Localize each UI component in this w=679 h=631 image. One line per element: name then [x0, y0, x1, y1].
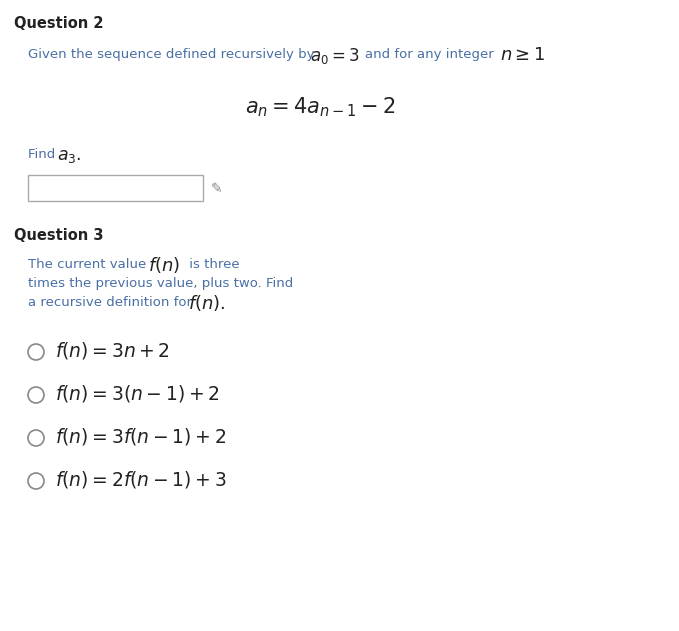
- Text: $a_n = 4a_{n-1} - 2$: $a_n = 4a_{n-1} - 2$: [245, 95, 395, 119]
- Text: $f(n) = 3f(n-1) + 2$: $f(n) = 3f(n-1) + 2$: [55, 426, 226, 447]
- Text: $f(n) = 2f(n-1) + 3$: $f(n) = 2f(n-1) + 3$: [55, 469, 227, 490]
- Text: The current value: The current value: [28, 258, 151, 271]
- Text: Question 3: Question 3: [14, 228, 103, 243]
- Text: $a_0 = 3$: $a_0 = 3$: [310, 46, 360, 66]
- Text: a recursive definition for: a recursive definition for: [28, 296, 196, 309]
- Text: ✎: ✎: [211, 182, 223, 196]
- Text: $n \geq 1$: $n \geq 1$: [500, 46, 545, 64]
- FancyBboxPatch shape: [28, 175, 203, 201]
- Text: $f(n) = 3n + 2$: $f(n) = 3n + 2$: [55, 340, 170, 361]
- Text: and for any integer: and for any integer: [365, 48, 494, 61]
- Text: Question 2: Question 2: [14, 16, 103, 31]
- Text: $f(n) = 3(n-1) + 2$: $f(n) = 3(n-1) + 2$: [55, 383, 219, 404]
- Text: is three: is three: [185, 258, 240, 271]
- Text: $f(n)$: $f(n)$: [148, 255, 180, 275]
- Text: times the previous value, plus two. Find: times the previous value, plus two. Find: [28, 277, 293, 290]
- Text: $a_3$.: $a_3$.: [57, 147, 81, 165]
- Text: Find: Find: [28, 148, 60, 161]
- Text: Given the sequence defined recursively by: Given the sequence defined recursively b…: [28, 48, 318, 61]
- Text: $f(n).$: $f(n).$: [188, 293, 225, 313]
